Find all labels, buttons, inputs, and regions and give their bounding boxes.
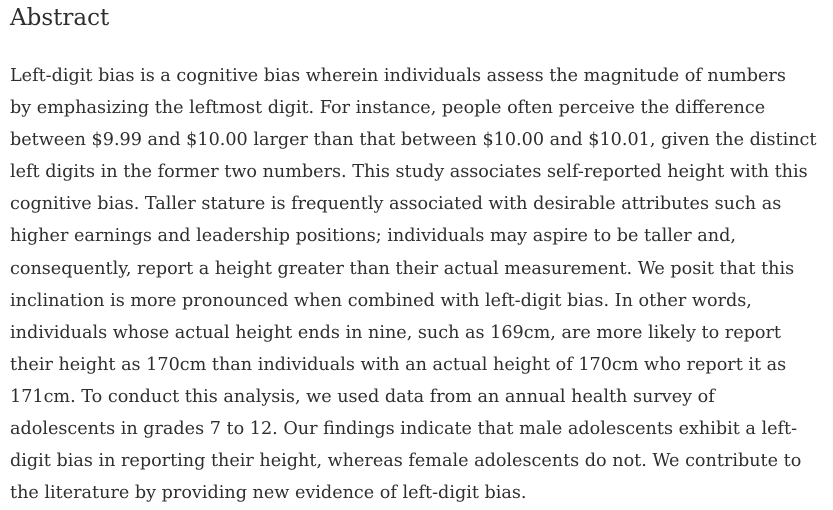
abstract-line: the literature by providing new evidence…: [10, 483, 527, 504]
abstract-line: left digits in the former two numbers. T…: [10, 162, 808, 183]
abstract-line: their height as 170cm than individuals w…: [10, 354, 787, 375]
abstract-line: 171cm. To conduct this analysis, we used…: [10, 386, 715, 407]
abstract-heading: Abstract: [10, 5, 110, 31]
abstract-line: inclination is more pronounced when comb…: [10, 290, 752, 311]
abstract-line: Left-digit bias is a cognitive bias wher…: [10, 66, 786, 86]
abstract-line: by emphasizing the leftmost digit. For i…: [10, 98, 766, 119]
abstract-paragraph: Left-digit bias is a cognitive bias wher…: [10, 60, 826, 509]
abstract-line: adolescents in grades 7 to 12. Our findi…: [10, 419, 798, 440]
abstract-line: higher earnings and leadership positions…: [10, 226, 736, 247]
abstract-section: Abstract Left-digit bias is a cognitive …: [10, 0, 826, 509]
abstract-line: individuals whose actual height ends in …: [10, 322, 781, 343]
abstract-line: cognitive bias. Taller stature is freque…: [10, 194, 782, 215]
abstract-line: digit bias in reporting their height, wh…: [10, 451, 802, 472]
abstract-line: between $9.99 and $10.00 larger than tha…: [10, 130, 817, 151]
abstract-line: consequently, report a height greater th…: [10, 258, 795, 279]
